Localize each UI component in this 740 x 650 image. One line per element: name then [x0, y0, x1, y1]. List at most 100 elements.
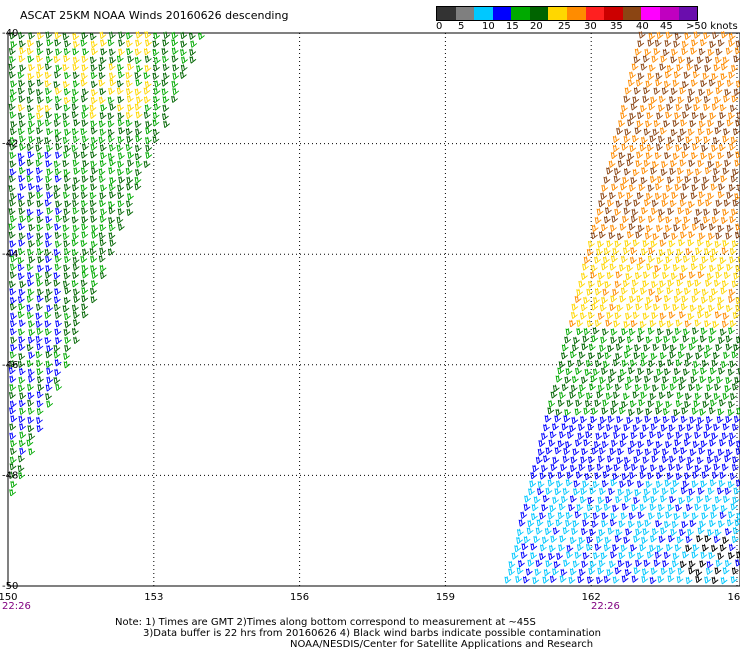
- wind-barb: [190, 40, 198, 48]
- wind-barb: [26, 263, 34, 271]
- wind-barb: [108, 206, 116, 215]
- wind-barb: [152, 72, 160, 80]
- wind-barb: [143, 47, 151, 56]
- wind-barb: [541, 432, 548, 441]
- wind-barb: [615, 343, 623, 351]
- wind-barb: [634, 271, 642, 280]
- wind-barb: [98, 168, 106, 176]
- wind-barb: [664, 224, 672, 233]
- wind-barb: [125, 79, 133, 88]
- wind-barb: [693, 103, 701, 112]
- wind-barb: [708, 79, 716, 87]
- wind-barb: [63, 54, 71, 63]
- wind-barb: [580, 487, 588, 495]
- wind-barb: [127, 192, 134, 201]
- wind-barb: [46, 223, 53, 231]
- wind-barb: [557, 471, 565, 479]
- wind-barb: [721, 320, 729, 328]
- wind-barb: [44, 336, 52, 345]
- wind-barb: [585, 430, 593, 439]
- wind-barb: [127, 104, 135, 112]
- wind-barb: [613, 391, 620, 399]
- wind-barb: [71, 110, 79, 119]
- wind-barb: [46, 304, 54, 313]
- wind-barb: [532, 576, 540, 585]
- wind-speed-color-legend: [436, 6, 698, 21]
- wind-barb: [629, 144, 637, 153]
- wind-barb: [18, 55, 26, 63]
- wind-barb: [10, 336, 18, 344]
- wind-barb: [541, 536, 549, 544]
- wind-barb: [597, 352, 605, 360]
- wind-barb: [645, 224, 653, 233]
- wind-barb: [36, 40, 44, 48]
- wind-barb: [44, 79, 52, 88]
- wind-barb: [727, 480, 735, 489]
- wind-barb: [637, 511, 645, 519]
- wind-barb: [634, 344, 641, 352]
- wind-barb: [597, 384, 605, 392]
- wind-barb: [720, 504, 728, 513]
- wind-barb: [658, 391, 666, 400]
- wind-barb: [580, 456, 588, 464]
- wind-barb: [641, 248, 648, 256]
- wind-barb: [662, 448, 669, 456]
- wind-barb: [681, 151, 689, 159]
- wind-barb: [633, 456, 641, 464]
- wind-barb: [45, 392, 52, 401]
- wind-barb: [663, 335, 671, 344]
- wind-barb: [703, 208, 711, 216]
- wind-barb: [647, 39, 655, 47]
- wind-barb: [8, 47, 16, 56]
- wind-barb: [720, 63, 728, 71]
- wind-barb: [696, 534, 703, 543]
- wind-barb: [10, 319, 17, 328]
- wind-barb: [661, 487, 669, 495]
- wind-barb: [658, 135, 665, 143]
- wind-barb: [666, 472, 674, 480]
- wind-barb: [10, 255, 18, 263]
- wind-barb: [26, 343, 34, 352]
- wind-barb: [719, 111, 727, 120]
- wind-barb: [28, 32, 36, 40]
- wind-barb: [63, 360, 71, 369]
- wind-barb: [728, 183, 736, 192]
- wind-barb: [53, 80, 61, 89]
- lon-tick-label: 156: [290, 592, 309, 603]
- lat-tick-label: -50: [2, 581, 18, 592]
- legend-label: 15: [506, 21, 519, 32]
- wind-barb: [566, 471, 574, 479]
- wind-barb: [162, 55, 169, 64]
- wind-barb: [671, 520, 679, 529]
- wind-barb: [718, 183, 725, 191]
- wind-barb: [638, 256, 646, 265]
- wind-barb: [641, 207, 648, 215]
- wind-barb: [99, 159, 107, 168]
- wind-barb: [81, 215, 89, 224]
- wind-barb: [81, 175, 89, 183]
- wind-barb: [36, 295, 44, 303]
- wind-barb: [71, 304, 79, 312]
- wind-barb: [675, 399, 683, 408]
- wind-barb: [197, 32, 205, 40]
- wind-barb: [656, 143, 663, 151]
- wind-barb: [572, 519, 580, 528]
- wind-barb: [63, 352, 70, 360]
- wind-barb: [62, 304, 70, 313]
- wind-barb: [54, 168, 62, 176]
- wind-barb: [644, 232, 652, 240]
- wind-barb: [19, 407, 27, 415]
- wind-barb: [37, 255, 45, 264]
- wind-barb: [516, 536, 523, 545]
- wind-barb: [665, 111, 673, 119]
- wind-barb: [90, 40, 98, 49]
- wind-barb: [667, 358, 674, 367]
- wind-barb: [623, 168, 631, 176]
- wind-barb: [658, 248, 666, 257]
- wind-barb: [72, 232, 79, 240]
- wind-barb: [127, 55, 135, 63]
- wind-barb: [548, 400, 556, 408]
- wind-barb: [614, 280, 622, 289]
- wind-barb: [46, 207, 54, 215]
- wind-barb: [72, 88, 79, 96]
